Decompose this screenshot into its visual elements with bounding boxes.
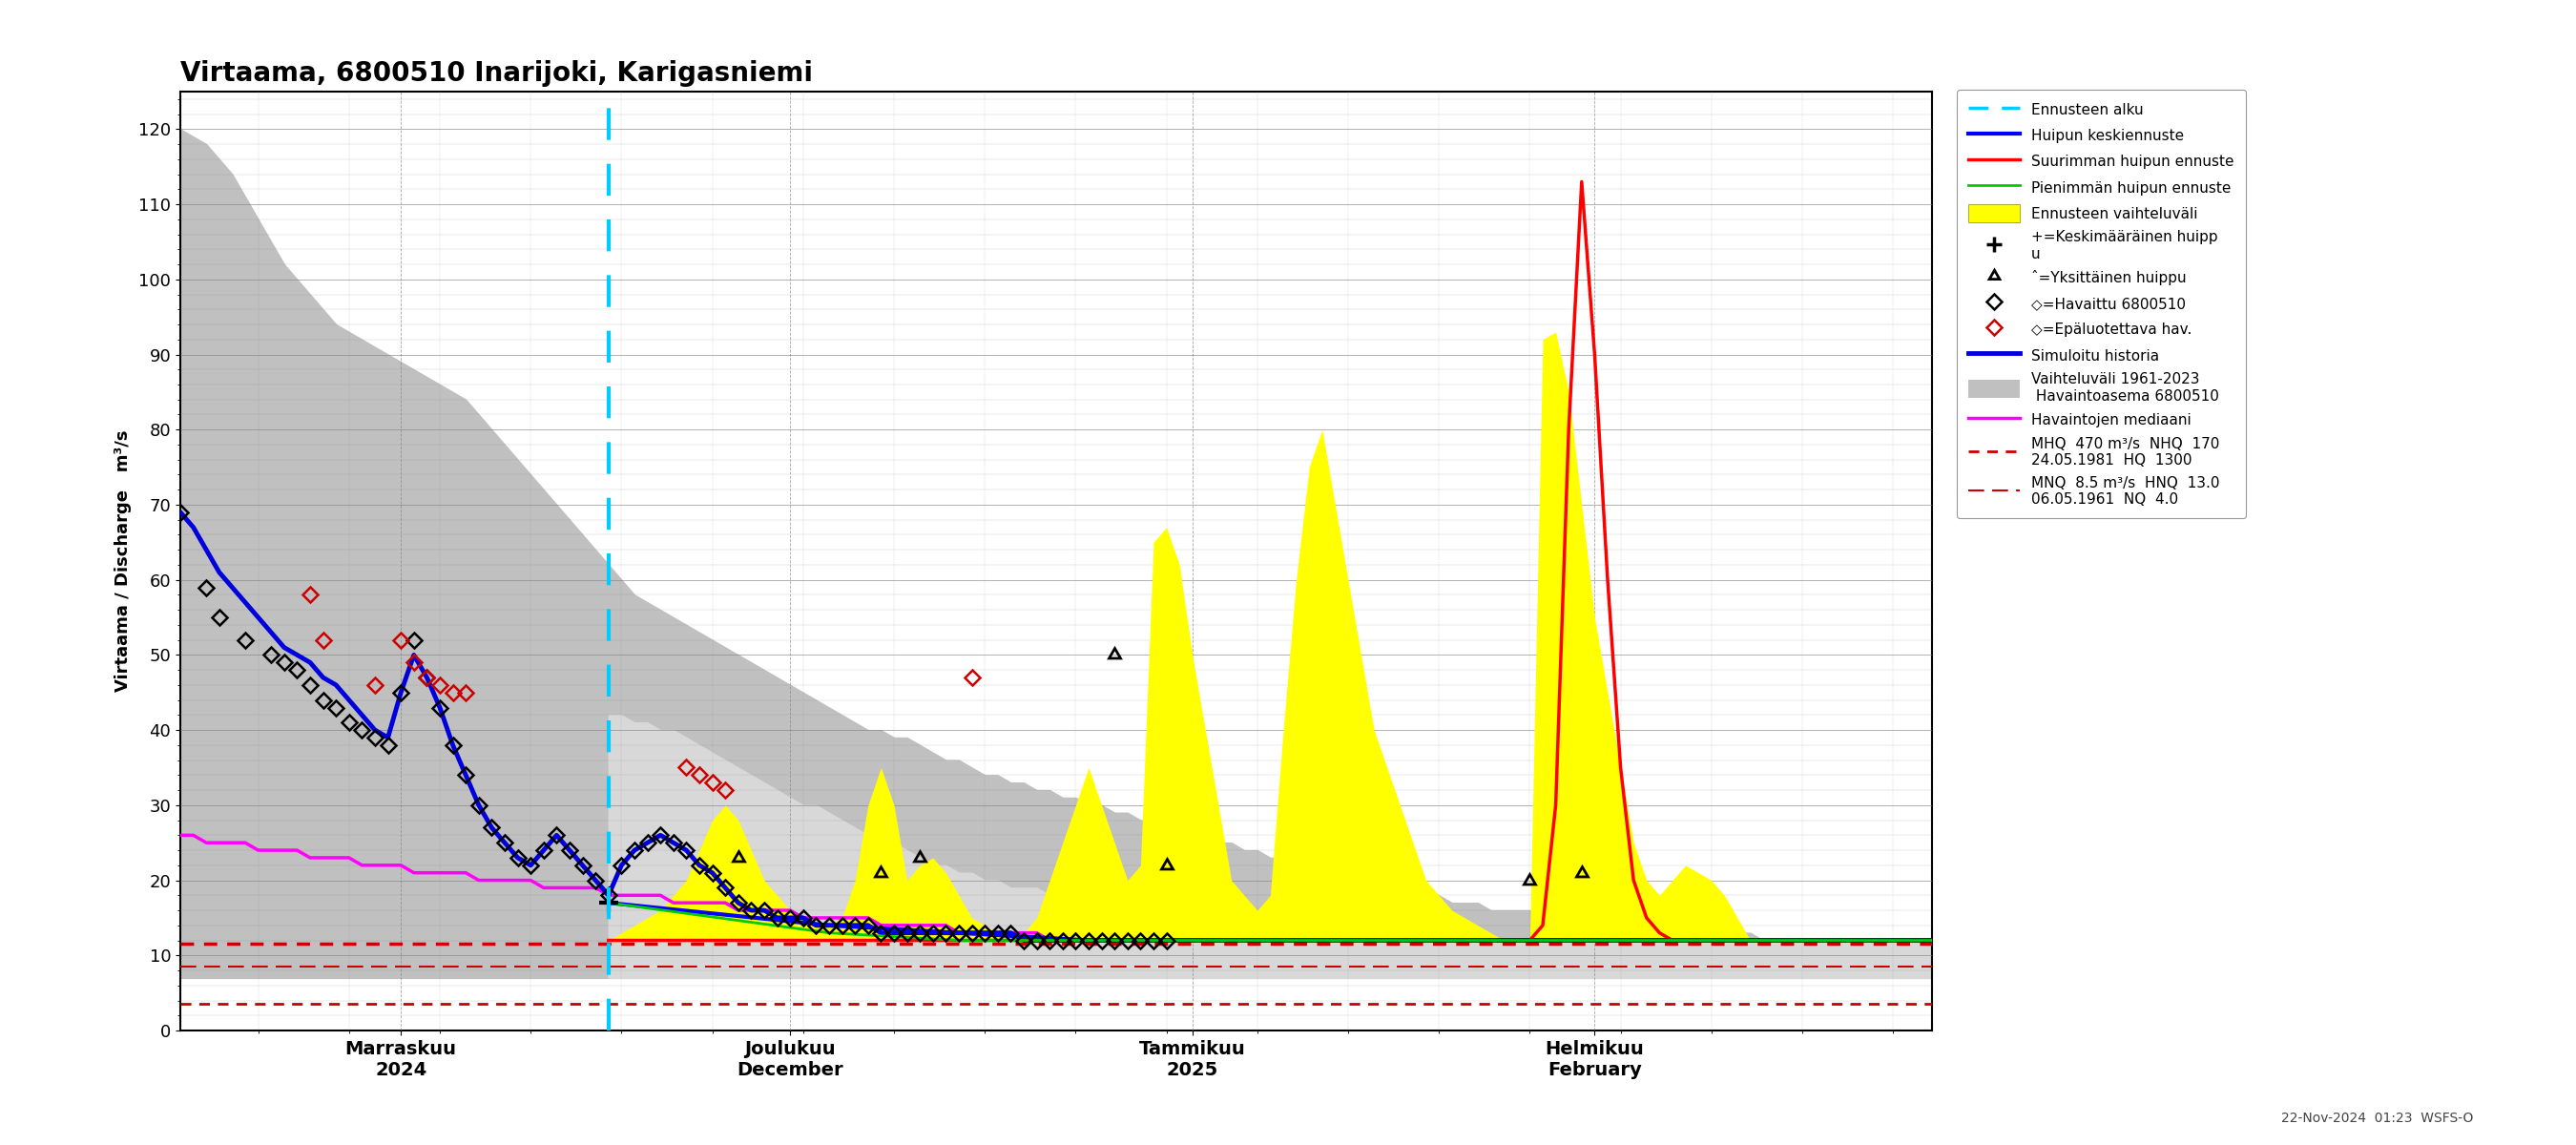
Text: 22-Nov-2024  01:23  WSFS-O: 22-Nov-2024 01:23 WSFS-O <box>2280 1112 2473 1124</box>
Text: Virtaama, 6800510 Inarijoki, Karigasniemi: Virtaama, 6800510 Inarijoki, Karigasniem… <box>180 60 814 87</box>
Legend: Ennusteen alku, Huipun keskiennuste, Suurimman huipun ennuste, Pienimmän huipun : Ennusteen alku, Huipun keskiennuste, Suu… <box>1958 89 2246 519</box>
Y-axis label: Virtaama / Discharge   m³/s: Virtaama / Discharge m³/s <box>116 431 131 692</box>
